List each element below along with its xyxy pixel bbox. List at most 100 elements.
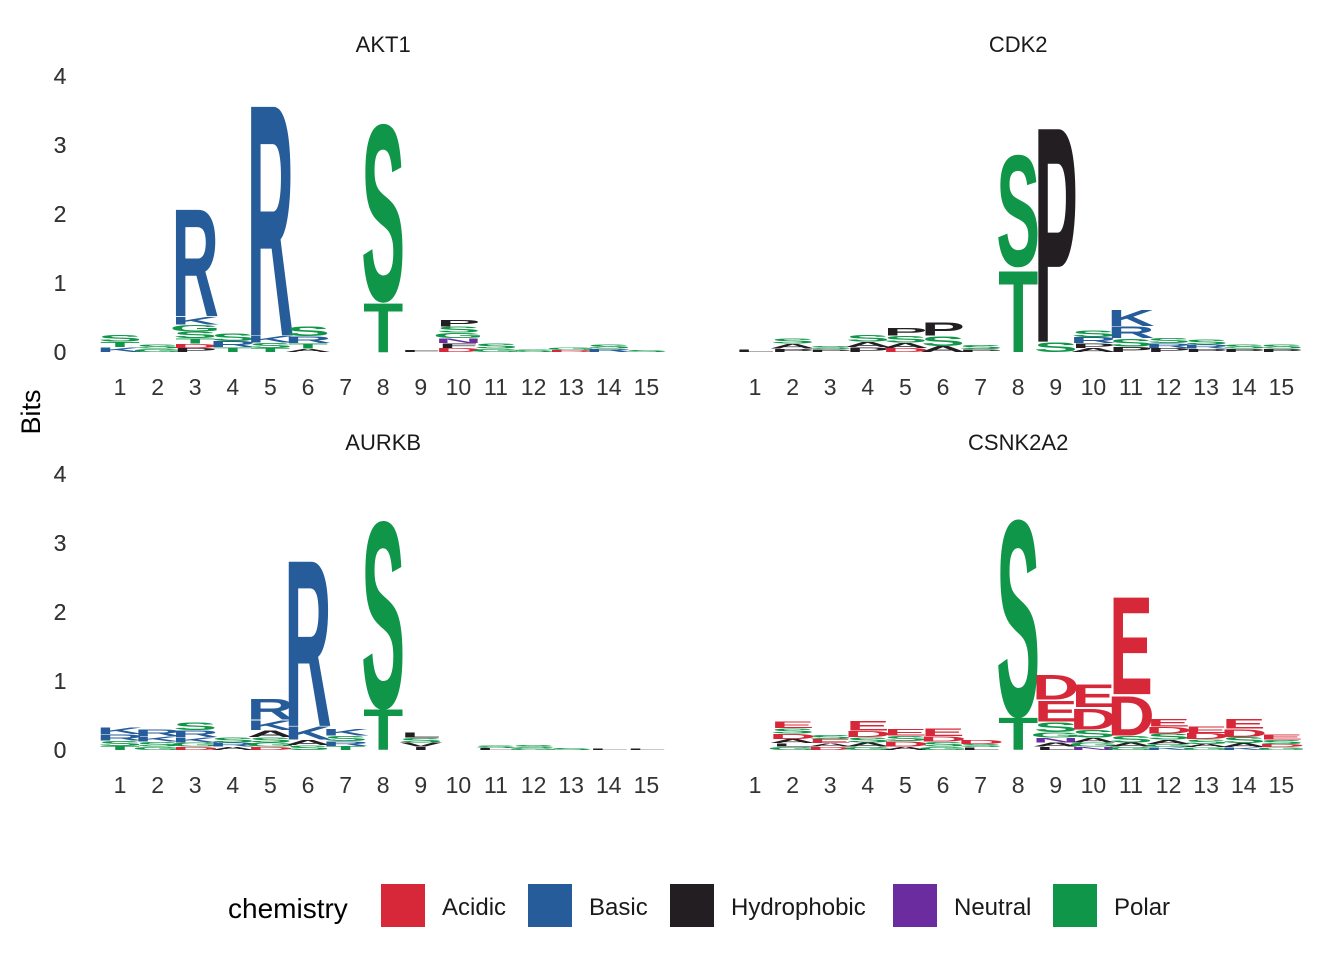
logo-letter-p: P [771, 348, 815, 353]
logo-letter-a: A [1145, 739, 1192, 745]
x-tick-label: 3 [824, 374, 837, 400]
logo-letter-a: A [1032, 741, 1079, 747]
logo-letter-r: R [1145, 342, 1192, 349]
logo-letter-p: P [808, 349, 852, 353]
logo-letter-g: G [1256, 747, 1307, 751]
logo-letter-k: K [96, 726, 144, 736]
logo-letter-s: S [173, 330, 217, 340]
y-tick-label: 0 [54, 339, 67, 365]
logo-column-8: TS [996, 463, 1040, 776]
logo-column-12: S [512, 349, 556, 353]
x-tick-label: 13 [558, 374, 584, 400]
legend-title: chemistry [228, 893, 348, 924]
logo-letter-p: P [1222, 348, 1266, 353]
logo-letter-t: T [213, 346, 253, 353]
logo-letter-a: A [1183, 743, 1230, 748]
logo-column-15: L [626, 748, 666, 750]
logo-letter-g: G [170, 741, 221, 747]
x-tick-label: 9 [414, 374, 427, 400]
logo-letter-e: E [771, 720, 815, 730]
logo-letter-d: D [769, 732, 816, 740]
logo-letter-t: T [100, 340, 140, 348]
logo-letter-e: E [921, 726, 965, 739]
x-tick-label: 14 [596, 772, 622, 798]
y-tick-label: 3 [54, 530, 67, 556]
logo-letter-e: E [1072, 677, 1116, 714]
legend-label-polar: Polar [1114, 894, 1170, 921]
logo-letter-f: F [401, 349, 441, 352]
logo-letter-s: S [211, 736, 255, 744]
logo-letter-t: T [288, 342, 328, 350]
logo-letter-s: S [1222, 736, 1266, 745]
logo-letter-s: S [1260, 343, 1304, 349]
y-tick-label: 3 [54, 530, 67, 556]
logo-letter-a: A [844, 741, 891, 747]
x-tick-label: 8 [377, 772, 390, 798]
logo-letter-k: K [134, 735, 182, 743]
x-tick-label: 3 [189, 772, 202, 798]
logo-letter-a: A [919, 344, 966, 353]
y-tick-label: 2 [54, 599, 67, 625]
x-tick-label: 10 [446, 772, 472, 798]
logo-letter-r: R [247, 34, 294, 406]
logo-letter-s: S [959, 344, 1003, 350]
logo-letter-e: E [808, 738, 852, 744]
x-tick-label: 8 [1012, 772, 1025, 798]
x-tick-label: 7 [339, 374, 352, 400]
x-tick-label: 14 [1231, 374, 1257, 400]
logo-column-7: PS [959, 344, 1003, 353]
logo-letter-g: G [842, 746, 893, 751]
logo-letter-a: A [1107, 741, 1154, 747]
logo-letter-d: D [807, 746, 854, 751]
logo-letter-g: G [132, 348, 183, 353]
logo-letter-s: S [249, 736, 293, 744]
logo-letter-s: S [286, 744, 330, 751]
logo-letter-s: S [399, 736, 443, 743]
logo-letter-t: T [998, 709, 1038, 761]
x-tick-label: 13 [558, 772, 584, 798]
x-tick-label: 7 [974, 772, 987, 798]
x-tick-label: 13 [1193, 374, 1219, 400]
logo-letter-g: G [1030, 731, 1081, 739]
logo-letter-p: P [173, 347, 217, 353]
logo-letter-s: S [1109, 734, 1153, 744]
logo-letter-r: R [1183, 343, 1230, 349]
x-tick-label: 14 [1231, 772, 1257, 798]
logo-letter-r: R [1107, 323, 1154, 342]
legend-swatch-polar [1053, 884, 1097, 927]
logo-letter-k: K [1145, 747, 1193, 751]
logo-letter-d: D [548, 349, 595, 352]
legend-label-basic: Basic [589, 894, 648, 921]
logo-column-2: GS [132, 343, 183, 353]
logo-letter-s: S [136, 343, 180, 349]
logo-letter-k: K [1107, 305, 1155, 331]
x-tick-label: 9 [1049, 772, 1062, 798]
logo-letter-g: G [1143, 743, 1194, 748]
logo-letter-l: L [401, 731, 441, 739]
x-tick-label: 11 [1119, 374, 1143, 400]
logo-letter-a: A [1070, 347, 1117, 353]
logo-column-15: PS [1260, 343, 1304, 353]
y-tick-label: 2 [54, 599, 67, 625]
logo-letter-n: N [435, 337, 482, 344]
logo-column-11: GS [471, 342, 522, 353]
logo-letter-k: K [247, 718, 294, 734]
logo-letter-a: A [882, 341, 929, 349]
logo-letter-r: R [96, 733, 143, 742]
logo-letter-g: G [1181, 747, 1232, 751]
logo-column-4: ARS [209, 736, 256, 751]
y-tick-label: 0 [54, 737, 67, 763]
logo-letter-e: E [846, 718, 890, 734]
legend-swatch-hydrophobic [670, 884, 714, 927]
logo-letter-s: S [437, 325, 481, 334]
